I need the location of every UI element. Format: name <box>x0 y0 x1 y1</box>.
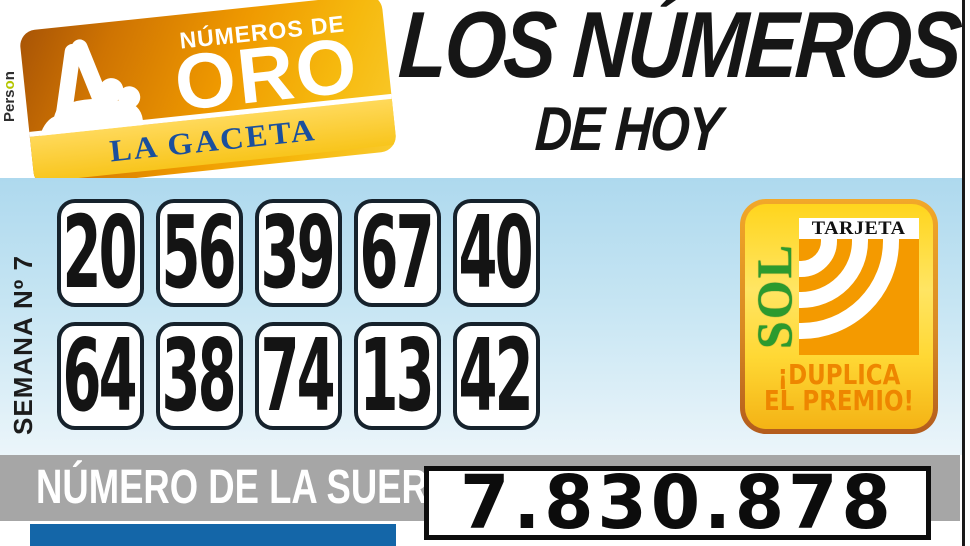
headline-line2: DE HOY <box>533 95 723 164</box>
lucky-number-label: NÚMERO DE LA SUERTE <box>36 461 475 514</box>
number-tile: 74 <box>255 322 342 430</box>
number-tile: 39 <box>255 199 342 307</box>
bottom-blue-bar <box>30 524 396 546</box>
lucky-number-value: 7.830.878 <box>460 460 895 546</box>
number-value: 42 <box>458 317 534 434</box>
tarjeta-sol-card-inner: TARJETA SOL ¡DUPLICA EL PREMIO! <box>745 204 933 429</box>
sol-sun-arcs-icon <box>799 239 919 355</box>
number-value: 64 <box>62 317 138 434</box>
headline-line1: LOS NÚMEROS <box>396 0 963 97</box>
number-tile: 38 <box>156 322 243 430</box>
number-value: 56 <box>161 194 237 311</box>
tarjeta-header-label: TARJETA <box>812 217 906 239</box>
number-tile: 40 <box>453 199 540 307</box>
tarjeta-header-strip: TARJETA <box>799 218 919 239</box>
edge-text-post: n <box>1 71 18 81</box>
sol-promo-text: ¡DUPLICA EL PREMIO! <box>762 358 916 417</box>
sol-brand-label: SOL <box>746 242 802 350</box>
number-tile: 67 <box>354 199 441 307</box>
edge-text-o: o <box>1 80 18 90</box>
week-label: SEMANA Nº 7 <box>8 255 38 435</box>
number-value: 67 <box>359 194 435 311</box>
edge-text-pre: Pers <box>1 89 18 122</box>
right-edge-line <box>962 0 965 546</box>
logo-footer-label: LA GACETA <box>108 111 319 169</box>
sol-promo-line2: EL PREMIO! <box>764 384 914 417</box>
edge-vertical-text: Person <box>1 2 19 124</box>
number-tile: 42 <box>453 322 540 430</box>
number-value: 38 <box>161 317 237 434</box>
number-tile: 13 <box>354 322 441 430</box>
number-value: 74 <box>260 317 336 434</box>
number-value: 13 <box>359 317 435 434</box>
tarjeta-sol-card: TARJETA SOL ¡DUPLICA EL PREMIO! <box>740 199 938 434</box>
number-value: 20 <box>62 194 138 311</box>
number-tile: 56 <box>156 199 243 307</box>
sol-promo-line1: ¡DUPLICA <box>777 358 901 391</box>
numeros-de-oro-logo-card: NÚMEROS DE ORO LA GACETA <box>18 0 398 189</box>
number-tile: 20 <box>57 199 144 307</box>
lucky-number-box: 7.830.878 <box>424 466 931 540</box>
number-value: 40 <box>458 194 534 311</box>
number-value: 39 <box>260 194 336 311</box>
edge-vertical-text-label: Person <box>1 2 18 122</box>
number-tile: 64 <box>57 322 144 430</box>
